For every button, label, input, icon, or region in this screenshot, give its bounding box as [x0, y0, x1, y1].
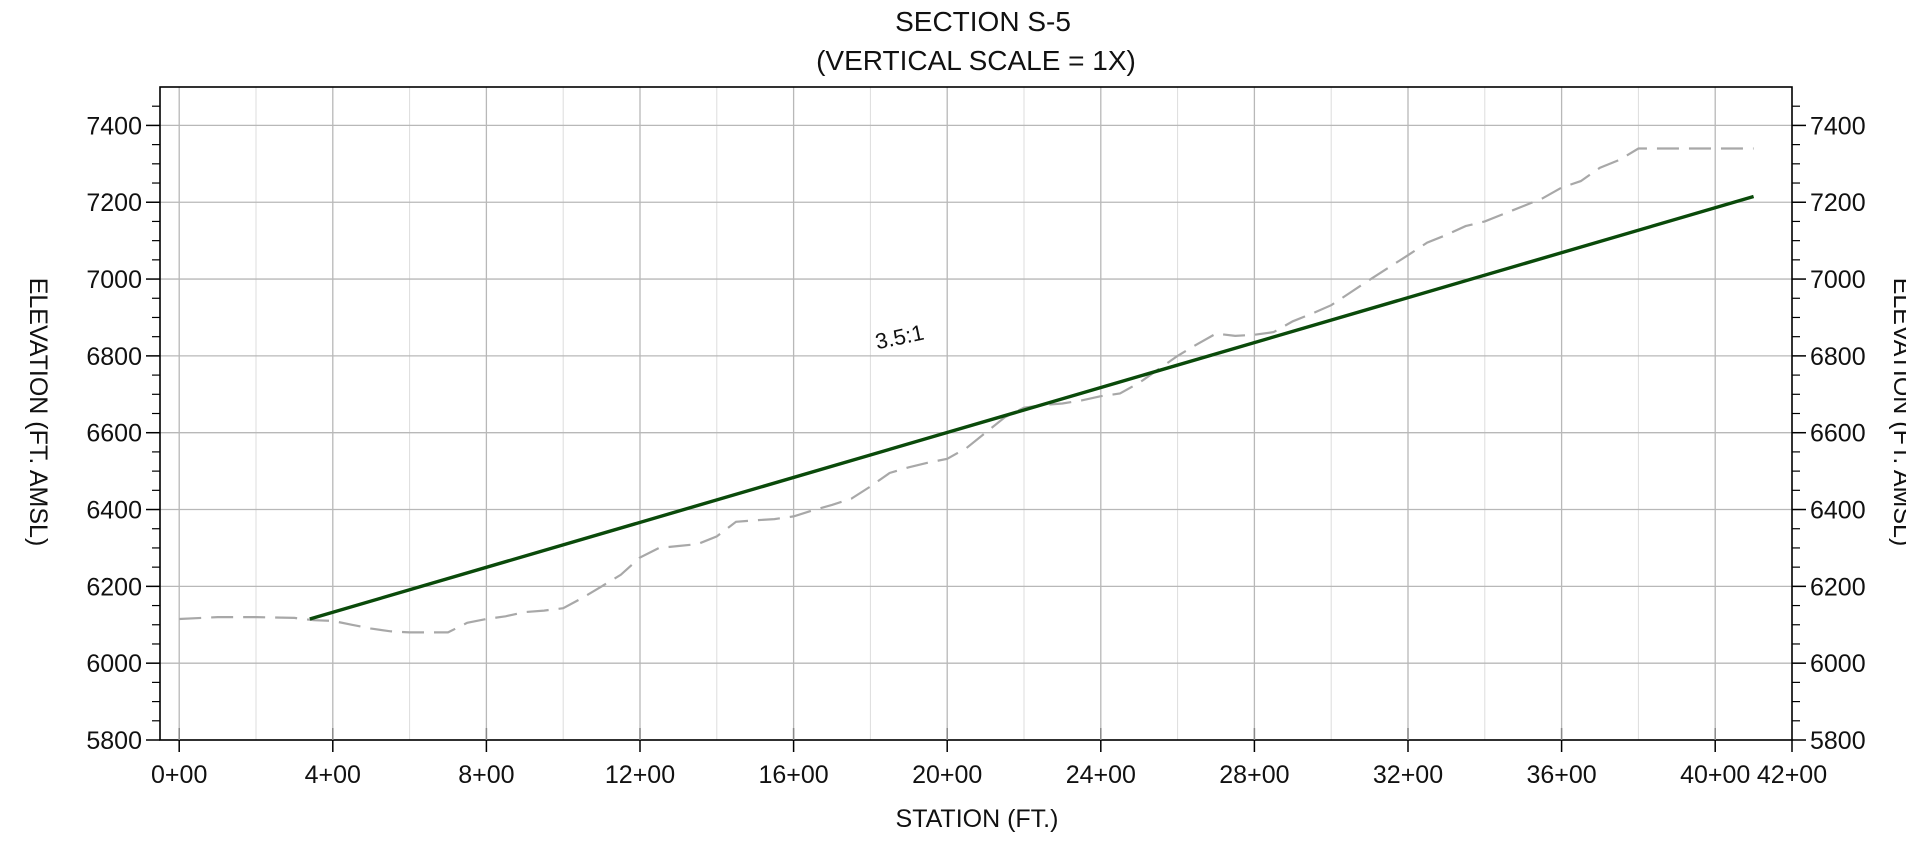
y-tick-label-right: 5800	[1810, 727, 1866, 755]
y-tick-label-left: 7400	[86, 112, 142, 140]
y-tick-label-right: 6600	[1810, 420, 1866, 448]
x-tick-label: 32+00	[1373, 761, 1443, 789]
x-tick-label: 40+00	[1680, 761, 1750, 789]
x-tick-label: 28+00	[1219, 761, 1289, 789]
y-tick-label-right: 6200	[1810, 573, 1866, 601]
y-tick-label-left: 7200	[86, 189, 142, 217]
x-tick-label: 4+00	[305, 761, 361, 789]
x-tick-label: 12+00	[605, 761, 675, 789]
y-tick-label-left: 6800	[86, 343, 142, 371]
y-tick-label-right: 7000	[1810, 266, 1866, 294]
y-tick-label-right: 6000	[1810, 650, 1866, 678]
y-tick-label-right: 7400	[1810, 112, 1866, 140]
y-tick-label-left: 7000	[86, 266, 142, 294]
x-tick-label: 0+00	[151, 761, 207, 789]
y-tick-label-right: 6400	[1810, 497, 1866, 525]
x-tick-label: 20+00	[912, 761, 982, 789]
x-tick-label: 36+00	[1526, 761, 1596, 789]
y-tick-label-left: 5800	[86, 727, 142, 755]
x-tick-label: 42+00	[1757, 761, 1827, 789]
y-tick-label-left: 6000	[86, 650, 142, 678]
plot-frame	[159, 86, 1793, 741]
series-layer	[179, 147, 1755, 634]
x-tick-label: 8+00	[458, 761, 514, 789]
design-slope-line	[309, 194, 1755, 621]
annotations: 3.5:1	[873, 320, 926, 355]
tick-marks	[146, 105, 1806, 752]
x-tick-label: 16+00	[758, 761, 828, 789]
slope-annotation: 3.5:1	[873, 320, 926, 355]
y-tick-label-left: 6600	[86, 420, 142, 448]
ground-profile-line	[179, 147, 1754, 634]
y-tick-label-left: 6400	[86, 497, 142, 525]
y-tick-label-right: 6800	[1810, 343, 1866, 371]
chart-subtitle: (VERTICAL SCALE = 1X)	[816, 45, 1136, 76]
y-tick-label-right: 7200	[1810, 189, 1866, 217]
y-axis-label-right: ELEVATION (FT. AMSL)	[1888, 278, 1906, 547]
grid	[160, 87, 1792, 741]
y-axis-label-left: ELEVATION (FT. AMSL)	[24, 278, 52, 547]
tick-labels: 5800 5800 6000 6000 6200 6200 6400 6400 6600 6600…	[86, 112, 1865, 789]
chart-title: SECTION S-5	[895, 6, 1071, 37]
x-axis-label: STATION (FT.)	[896, 805, 1059, 833]
x-tick-label: 24+00	[1066, 761, 1136, 789]
y-tick-label-left: 6200	[86, 573, 142, 601]
